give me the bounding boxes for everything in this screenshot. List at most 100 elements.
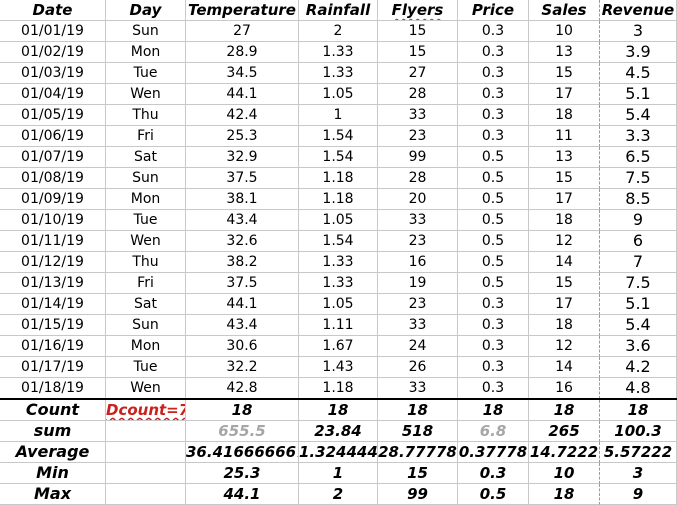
- cell-revenue[interactable]: 9: [600, 484, 677, 505]
- cell-rainfall[interactable]: 1: [299, 105, 378, 126]
- cell-sales[interactable]: 12: [529, 336, 600, 357]
- cell-revenue[interactable]: 4.8: [600, 378, 677, 399]
- cell-flyers[interactable]: 99: [378, 484, 458, 505]
- cell-temperature[interactable]: 43.4: [186, 315, 299, 336]
- cell-date[interactable]: 01/06/19: [0, 126, 106, 147]
- column-header-date[interactable]: Date: [0, 0, 106, 21]
- cell-flyers[interactable]: 33: [378, 378, 458, 399]
- cell-day[interactable]: Thu: [106, 105, 186, 126]
- cell-price[interactable]: 0.3: [458, 463, 529, 484]
- cell-temperature[interactable]: 37.5: [186, 273, 299, 294]
- cell-day[interactable]: Dcount=7: [106, 400, 186, 421]
- cell-flyers[interactable]: 26: [378, 357, 458, 378]
- cell-revenue[interactable]: 7: [600, 252, 677, 273]
- cell-price[interactable]: 0.3: [458, 294, 529, 315]
- cell-day[interactable]: Sat: [106, 294, 186, 315]
- cell-temperature[interactable]: 28.9: [186, 42, 299, 63]
- cell-price[interactable]: 0.3: [458, 63, 529, 84]
- cell-sales[interactable]: 11: [529, 126, 600, 147]
- cell-date[interactable]: 01/03/19: [0, 63, 106, 84]
- cell-day[interactable]: Sun: [106, 21, 186, 42]
- cell-temperature[interactable]: 38.1: [186, 189, 299, 210]
- cell-flyers[interactable]: 99: [378, 147, 458, 168]
- cell-date[interactable]: 01/04/19: [0, 84, 106, 105]
- cell-temperature[interactable]: 27: [186, 21, 299, 42]
- cell-rainfall[interactable]: 1.11: [299, 315, 378, 336]
- cell-temperature[interactable]: 655.5: [186, 421, 299, 442]
- cell-flyers[interactable]: 28: [378, 84, 458, 105]
- cell-flyers[interactable]: 18: [378, 400, 458, 421]
- cell-revenue[interactable]: 5.1: [600, 294, 677, 315]
- cell-rainfall[interactable]: 1.33: [299, 42, 378, 63]
- cell-price[interactable]: 0.3: [458, 21, 529, 42]
- cell-rainfall[interactable]: 1.43: [299, 357, 378, 378]
- cell-sales[interactable]: 18: [529, 400, 600, 421]
- cell-rainfall[interactable]: 1.05: [299, 84, 378, 105]
- cell-date[interactable]: 01/13/19: [0, 273, 106, 294]
- cell-temperature[interactable]: 38.2: [186, 252, 299, 273]
- cell-price[interactable]: 18: [458, 400, 529, 421]
- cell-day[interactable]: Wen: [106, 231, 186, 252]
- cell-price[interactable]: 0.3: [458, 336, 529, 357]
- cell-date[interactable]: Count: [0, 400, 106, 421]
- cell-day[interactable]: Tue: [106, 63, 186, 84]
- cell-flyers[interactable]: 518: [378, 421, 458, 442]
- cell-price[interactable]: 6.8: [458, 421, 529, 442]
- cell-flyers[interactable]: 15: [378, 21, 458, 42]
- cell-flyers[interactable]: 23: [378, 231, 458, 252]
- cell-price[interactable]: 0.5: [458, 189, 529, 210]
- cell-sales[interactable]: 13: [529, 42, 600, 63]
- cell-price[interactable]: 0.3: [458, 42, 529, 63]
- cell-price[interactable]: 0.3: [458, 105, 529, 126]
- cell-flyers[interactable]: 27: [378, 63, 458, 84]
- cell-temperature[interactable]: 32.2: [186, 357, 299, 378]
- cell-revenue[interactable]: 6: [600, 231, 677, 252]
- cell-day[interactable]: Tue: [106, 357, 186, 378]
- cell-rainfall[interactable]: 1.54: [299, 126, 378, 147]
- cell-date[interactable]: 01/09/19: [0, 189, 106, 210]
- cell-temperature[interactable]: 34.5: [186, 63, 299, 84]
- cell-sales[interactable]: 17: [529, 84, 600, 105]
- cell-date[interactable]: Min: [0, 463, 106, 484]
- cell-flyers[interactable]: 28.77778: [378, 442, 458, 463]
- cell-rainfall[interactable]: 2: [299, 21, 378, 42]
- cell-rainfall[interactable]: 1.54: [299, 147, 378, 168]
- cell-sales[interactable]: 10: [529, 21, 600, 42]
- cell-temperature[interactable]: 32.6: [186, 231, 299, 252]
- cell-revenue[interactable]: 8.5: [600, 189, 677, 210]
- cell-price[interactable]: 0.3: [458, 84, 529, 105]
- cell-temperature[interactable]: 44.1: [186, 294, 299, 315]
- cell-price[interactable]: 0.5: [458, 484, 529, 505]
- cell-sales[interactable]: 17: [529, 189, 600, 210]
- cell-revenue[interactable]: 6.5: [600, 147, 677, 168]
- cell-price[interactable]: 0.3: [458, 126, 529, 147]
- cell-sales[interactable]: 18: [529, 105, 600, 126]
- cell-price[interactable]: 0.37778: [458, 442, 529, 463]
- cell-temperature[interactable]: 44.1: [186, 484, 299, 505]
- cell-rainfall[interactable]: 1.05: [299, 294, 378, 315]
- cell-temperature[interactable]: 25.3: [186, 463, 299, 484]
- cell-date[interactable]: 01/08/19: [0, 168, 106, 189]
- cell-sales[interactable]: 14.7222: [529, 442, 600, 463]
- cell-revenue[interactable]: 3: [600, 21, 677, 42]
- column-header-revenue[interactable]: Revenue: [600, 0, 677, 21]
- cell-temperature[interactable]: 43.4: [186, 210, 299, 231]
- cell-day[interactable]: Mon: [106, 42, 186, 63]
- cell-revenue[interactable]: 5.4: [600, 105, 677, 126]
- cell-date[interactable]: 01/05/19: [0, 105, 106, 126]
- cell-date[interactable]: Max: [0, 484, 106, 505]
- cell-rainfall[interactable]: 23.84: [299, 421, 378, 442]
- cell-date[interactable]: 01/12/19: [0, 252, 106, 273]
- column-header-price[interactable]: Price: [458, 0, 529, 21]
- cell-flyers[interactable]: 15: [378, 463, 458, 484]
- column-header-sales[interactable]: Sales: [529, 0, 600, 21]
- cell-revenue[interactable]: 4.2: [600, 357, 677, 378]
- cell-sales[interactable]: 15: [529, 63, 600, 84]
- cell-temperature[interactable]: 42.8: [186, 378, 299, 399]
- cell-date[interactable]: 01/01/19: [0, 21, 106, 42]
- cell-date[interactable]: 01/17/19: [0, 357, 106, 378]
- cell-date[interactable]: 01/18/19: [0, 378, 106, 399]
- cell-price[interactable]: 0.5: [458, 231, 529, 252]
- cell-sales[interactable]: 17: [529, 294, 600, 315]
- cell-date[interactable]: 01/14/19: [0, 294, 106, 315]
